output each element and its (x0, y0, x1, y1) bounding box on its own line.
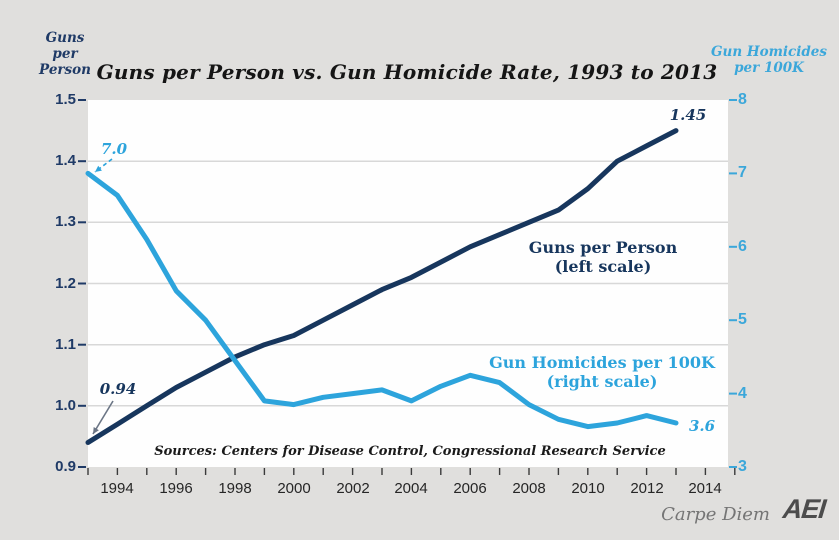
annotation-guns-start: 0.94 (99, 380, 137, 398)
left-axis-title-line2: per (52, 46, 78, 62)
x-axis-tick-label: 2008 (512, 480, 546, 497)
annotation-arrowhead (95, 165, 102, 172)
left-axis-tick-label: 1.2 (55, 275, 76, 292)
series-label-gun-homicides: Gun Homicides per 100K (right scale) (489, 353, 715, 391)
right-axis-title: Gun Homicides per 100K (702, 44, 836, 76)
annotation-homicide-end: 3.6 (688, 417, 716, 435)
x-axis-tick-label: 2010 (571, 480, 605, 497)
left-axis-tick-label: 1.4 (55, 152, 76, 169)
x-axis-tick-label: 2006 (453, 480, 487, 497)
chart-title: Guns per Person vs. Gun Homicide Rate, 1… (96, 60, 718, 84)
left-axis-tick-label: 1.1 (55, 336, 76, 353)
aei-logo: AEI (781, 494, 827, 524)
x-axis-tick-label: 2012 (630, 480, 664, 497)
right-axis-tick-label: 5 (738, 311, 747, 328)
left-axis-tick-label: 1.0 (55, 397, 76, 414)
x-axis-tick-label: 2004 (394, 480, 428, 497)
right-axis-tick-label: 8 (738, 91, 747, 108)
right-axis-tick-label: 4 (738, 385, 747, 402)
series-label-guns-per-person: Guns per Person (left scale) (528, 238, 678, 276)
brand-carpe-diem: Carpe Diem (661, 504, 770, 525)
annotation-arrow (92, 400, 114, 435)
left-axis-tick-label: 0.9 (55, 458, 76, 475)
sources-note: Sources: Centers for Disease Control, Co… (154, 444, 666, 459)
annotation-arrowhead (93, 427, 99, 434)
guns-per-person-line (85, 128, 679, 445)
x-axis-tick-label: 2000 (277, 480, 311, 497)
annotation-homicide-start: 7.0 (100, 140, 128, 158)
gun-homicides-line (85, 170, 679, 430)
annotation-guns-end: 1.45 (669, 106, 707, 124)
right-axis-tick-label: 6 (738, 238, 747, 255)
x-axis-tick-label: 2014 (688, 480, 722, 497)
left-axis-tick-label: 1.5 (55, 91, 76, 108)
right-axis-title-line2: per 100K (734, 60, 804, 76)
left-axis-title-line1: Guns (45, 30, 85, 46)
x-axis-tick-label: 2002 (336, 480, 370, 497)
right-axis-tick-label: 3 (738, 458, 747, 475)
x-axis-tick-label: 1998 (218, 480, 252, 497)
right-axis-tick-label: 7 (738, 164, 747, 181)
left-axis-title: Guns per Person (30, 30, 100, 78)
x-axis-tick-label: 1996 (159, 480, 193, 497)
right-axis-title-line1: Gun Homicides (710, 44, 827, 60)
x-axis-tick-label: 1994 (100, 480, 134, 497)
left-axis-title-line3: Person (39, 62, 91, 78)
left-axis-tick-label: 1.3 (55, 213, 76, 230)
